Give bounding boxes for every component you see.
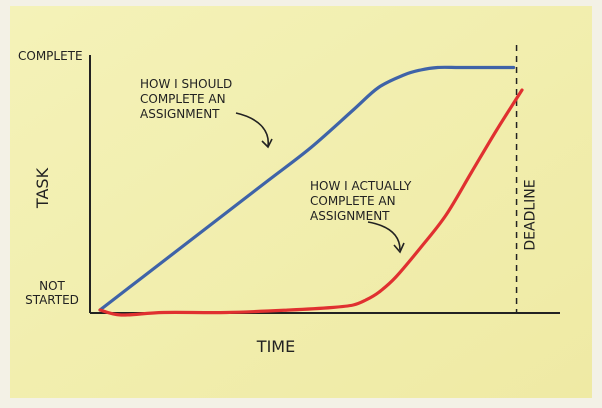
annotation-line: ASSIGNMENT — [140, 107, 220, 121]
deadline-label: DEADLINE — [523, 179, 539, 250]
y-tick-label-line: STARTED — [25, 293, 79, 307]
series-line-actually — [98, 88, 524, 317]
annotation-actually: HOW I ACTUALLY COMPLETE AN ASSIGNMENT — [310, 179, 412, 223]
x-axis-label: TIME — [256, 337, 295, 356]
y-axis-label: TASK — [33, 167, 52, 209]
annotation-line: COMPLETE AN — [310, 194, 396, 208]
annotation-arrowhead — [393, 242, 405, 254]
annotation-line: ASSIGNMENT — [310, 209, 390, 223]
annotation-line: HOW I ACTUALLY — [310, 179, 412, 193]
vertical-markers: DEADLINE — [515, 45, 539, 313]
series-lines — [98, 65, 524, 317]
annotation-line: COMPLETE AN — [140, 92, 226, 106]
annotation-arrow — [235, 112, 269, 147]
annotation-arrow — [367, 221, 401, 251]
annotation-line: HOW I SHOULD — [140, 77, 232, 91]
sticky-note — [10, 6, 592, 398]
y-tick-label-not-started: NOT STARTED — [25, 279, 79, 307]
annotation-should: HOW I SHOULD COMPLETE AN ASSIGNMENT — [140, 77, 232, 121]
y-tick-label-complete: COMPLETE — [18, 49, 83, 63]
annotation-arrowhead — [261, 138, 273, 149]
series-line-should — [98, 65, 516, 312]
y-tick-label-line: NOT — [39, 279, 65, 293]
